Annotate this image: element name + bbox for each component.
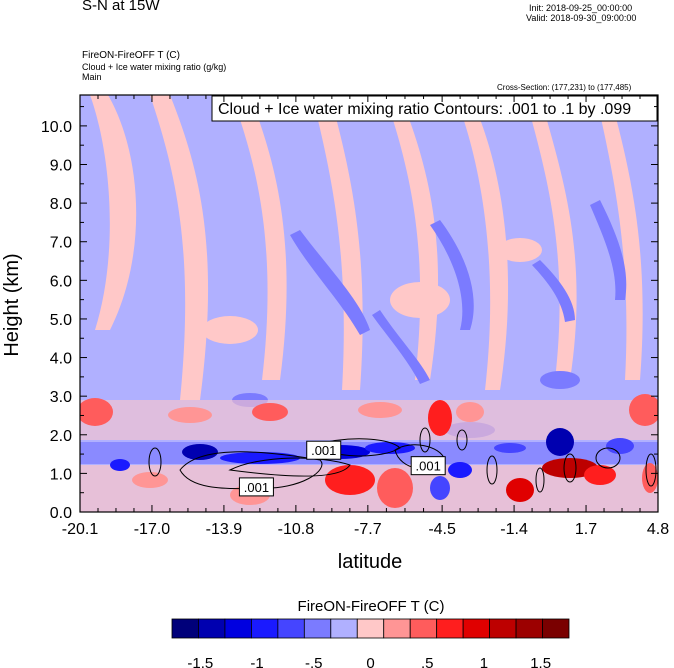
colorbar-swatch	[198, 618, 226, 639]
boundary-layer-blue-band	[80, 428, 658, 464]
colorbar-swatch	[383, 618, 411, 639]
init-time: Init: 2018-09-25_00:00:00	[529, 3, 633, 13]
y-tick-label: 10.0	[41, 119, 72, 136]
colorbar-title: FireON-FireOFF T (C)	[298, 598, 445, 615]
y-axis: 0.0 1.0 2.0 3.0 4.0 5.0 6.0 7.0 8.0 9.0 10.0	[41, 106, 658, 522]
colorbar-swatch	[515, 618, 543, 639]
field-name-cloud-ice: Cloud + Ice water mixing ratio (g/kg)	[82, 62, 227, 72]
plot-frame	[79, 94, 659, 513]
y-tick-label: 8.0	[50, 196, 72, 213]
colorbar-swatch	[542, 618, 570, 639]
heatmap-field	[80, 95, 658, 512]
surface-red-band	[80, 458, 658, 512]
x-tick-label: -4.5	[428, 521, 456, 538]
x-axis-title: latitude	[338, 551, 403, 573]
colorbar-swatch	[356, 618, 385, 639]
y-tick-label: 0.0	[50, 505, 72, 522]
field-name-temperature: FireON-FireOFF T (C)	[82, 50, 180, 61]
colorbar-swatch	[489, 618, 517, 639]
contour-label: .001	[416, 459, 441, 474]
y-tick-label: 1.0	[50, 466, 72, 483]
x-tick-label: -7.7	[354, 521, 382, 538]
colorbar-tick-label: -1.5	[187, 655, 213, 668]
contour-info-box: Cloud + Ice water mixing ratio Contours:…	[211, 95, 658, 122]
contour-label-box	[238, 477, 274, 497]
colorbar-swatch	[277, 618, 305, 639]
y-tick-label: 9.0	[50, 158, 72, 175]
contour-labels: .001 .001 .001	[238, 440, 446, 497]
colorbar-tick-label: .5	[421, 655, 434, 668]
contour-label-box	[306, 440, 342, 460]
colorbar-tick-label: 1	[480, 655, 488, 668]
contour-label-box	[410, 456, 446, 476]
cross-section-label: Cross-Section: (177,231) to (177,485)	[497, 83, 632, 92]
y-tick-label: 7.0	[50, 235, 72, 252]
y-tick-label: 2.0	[50, 428, 72, 445]
colorbar-swatch	[250, 618, 279, 639]
colorbar-swatch	[303, 618, 332, 639]
colorbar-tick-label: -1	[250, 655, 263, 668]
colorbar-tick-label: 1.5	[530, 655, 551, 668]
x-tick-label: -13.9	[206, 521, 243, 538]
valid-time: Valid: 2018-09-30_09:00:00	[526, 13, 637, 23]
x-tick-label: -1.4	[500, 521, 528, 538]
x-tick-label: -10.8	[278, 521, 315, 538]
x-tick-label: -20.1	[62, 521, 99, 538]
contour-label: .001	[311, 443, 336, 458]
low-level-red-band	[80, 394, 658, 440]
colorbar-tick-label: -.5	[305, 655, 323, 668]
contour-label: .001	[244, 480, 269, 495]
colorbar-swatch	[171, 618, 199, 639]
colorbar-swatch	[330, 618, 358, 639]
y-tick-label: 6.0	[50, 273, 72, 290]
colorbar-tick-label: 0	[366, 655, 374, 668]
colorbar-swatch	[224, 618, 252, 639]
x-tick-label: -17.0	[134, 521, 171, 538]
field-name-main: Main	[82, 72, 102, 82]
x-tick-label: 4.8	[647, 521, 669, 538]
x-tick-label: 1.7	[575, 521, 597, 538]
colorbar-swatch	[462, 618, 490, 639]
colorbar-swatch	[436, 618, 464, 639]
y-tick-label: 4.0	[50, 351, 72, 368]
y-axis-title: Height (km)	[1, 253, 23, 356]
colorbar: -1.5 -1 -.5 0 .5 1 1.5	[171, 618, 570, 668]
colorbar-swatch	[409, 618, 438, 639]
y-tick-label: 3.0	[50, 389, 72, 406]
x-axis: -20.1 -17.0 -13.9 -10.8 -7.7 -4.5 -1.4 1.7 4.8	[62, 95, 669, 538]
contour-info-text: Cloud + Ice water mixing ratio Contours:…	[218, 101, 631, 118]
y-tick-label: 5.0	[50, 312, 72, 329]
plot-title: S-N at 15W	[82, 0, 160, 14]
